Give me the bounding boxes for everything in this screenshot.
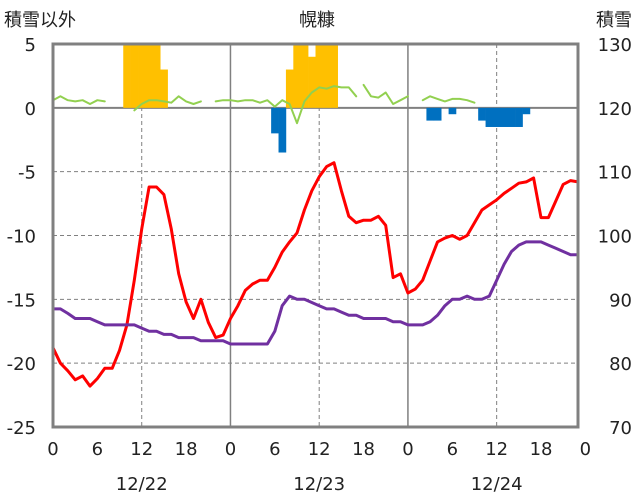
x-tick-label: 12 [485,439,508,460]
x-tick-label: 18 [175,439,198,460]
plot-frame [51,42,580,429]
precip_neg-bar [271,107,279,134]
right-tick-label: 130 [598,35,632,56]
left-tick-label: -15 [7,290,36,311]
left-tick-label: -10 [7,227,36,248]
precip_neg-bar [278,107,287,153]
precip_neg-bar [485,107,494,127]
right-tick-label: 120 [598,99,632,120]
precip_neg-bar [433,107,442,121]
left-tick-label: -20 [7,354,36,375]
wind-line [362,83,409,105]
wind-line [133,95,202,112]
right-tick-label: 100 [598,227,632,248]
precip_neg-bar [492,107,501,127]
x-tick-label: 12 [130,439,153,460]
left-tick-label: 0 [25,99,36,120]
date-label: 12/24 [471,474,523,495]
precip_pos-bar [145,44,154,108]
x-tick-label: 18 [530,439,553,460]
precip_neg-bar [478,107,486,121]
right-tick-label: 90 [609,290,632,311]
precip_pos-bar [123,44,131,108]
wind-line [214,85,358,125]
x-tick-label: 0 [47,439,58,460]
precip_pos-bar [315,44,324,108]
right-tick-label: 80 [609,354,632,375]
precip_pos-bar [130,44,139,108]
x-tick-label: 12 [308,439,331,460]
right-tick-label: 110 [598,163,632,184]
right-tick-label: 70 [609,418,632,439]
precip_pos-bar [293,44,302,108]
x-tick-label: 18 [352,439,375,460]
precip_neg-bar [507,107,516,127]
precip_pos-bar [300,44,309,108]
precip_neg-bar [448,107,457,115]
right-axis-label: 積雪 [596,10,632,31]
left-tick-label: 5 [25,35,36,56]
x-tick-label: 0 [580,439,591,460]
left-axis-label: 積雪以外 [4,10,76,31]
precip_neg-bar [515,107,523,127]
precip_neg-bar [522,107,531,115]
x-tick-label: 6 [269,439,280,460]
precip_pos-bar [322,44,331,108]
left-tick-label: -25 [7,418,36,439]
x-tick-label: 0 [225,439,236,460]
chart-title: 幌糠 [299,9,335,31]
snow_depth-line [51,240,580,346]
date-label: 12/23 [293,474,345,495]
left-tick-label: -5 [18,163,36,184]
temperature-line [51,161,580,388]
precip_pos-bar [138,44,146,108]
precip_pos-bar [330,44,338,108]
precip_pos-bar [285,69,294,108]
wind-line [52,95,106,105]
precip_pos-bar [160,69,168,108]
precipitation-bars [123,44,531,153]
x-tick-label: 0 [402,439,413,460]
precip_neg-bar [426,107,435,121]
series-lines [51,44,580,427]
x-tick-label: 6 [447,439,458,460]
wind-line [421,95,476,104]
precip_neg-bar [500,107,509,127]
x-tick-label: 6 [92,439,103,460]
precip_pos-bar [152,44,161,108]
precip_pos-bar [308,56,316,108]
date-label: 12/22 [116,474,168,495]
